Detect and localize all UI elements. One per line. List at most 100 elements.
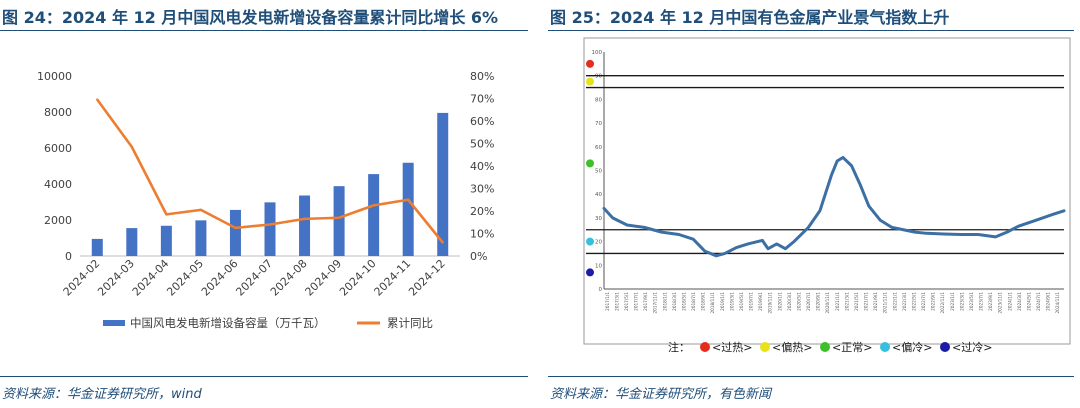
legend-swatch (820, 342, 830, 352)
legend-label: <偏热> (772, 340, 812, 354)
y-tick-label: 80 (595, 97, 602, 103)
bar (126, 228, 138, 256)
y-tick-label: 30 (595, 216, 602, 222)
x-tick-label: 2021/11/1 (883, 292, 888, 314)
prosperity-index-chart: 0 10 20 30 40 50 60 70 80 90 100 2017/1/1 2017/3/1 20… (583, 37, 1071, 354)
x-tick-label: 2021/9/1 (873, 292, 878, 311)
y-left-tick-label: 0 (65, 250, 72, 263)
legend-swatch (700, 342, 710, 352)
x-tick-label: 2024/3/1 (1017, 292, 1022, 311)
x-tick-label: 2023/9/1 (988, 292, 993, 311)
x-tick-label: 2021/3/1 (844, 292, 849, 311)
legend-label: <过热> (712, 341, 752, 354)
title-rule (548, 30, 1074, 31)
zone-indicator-dot (586, 59, 594, 68)
legend-swatch (760, 342, 770, 352)
zone-indicator-dot (586, 268, 594, 277)
bar (91, 238, 103, 256)
source-note: 资料来源：华金证券研究所，有色新闻 (550, 387, 772, 402)
y-right-tick-label: 60% (470, 115, 494, 128)
y-right-tick-label: 80% (470, 70, 494, 83)
x-tick-label: 2021/7/1 (864, 292, 869, 311)
figure-title: 图 24：2024 年 12 月中国风电发电新增设备容量累计同比增长 6% (2, 8, 499, 27)
x-tick-label: 2019/5/1 (739, 292, 744, 311)
y-right-tick-label: 0% (470, 250, 487, 263)
yoy-point (441, 241, 444, 244)
x-tick-label: 2024/9/1 (1046, 292, 1051, 311)
figure-title: 图 25：2024 年 12 月中国有色金属产业景气指数上升 (550, 8, 950, 27)
index-line (602, 155, 1066, 258)
x-tick-label: 2024-07 (233, 257, 275, 299)
x-tick-label: 2018/3/1 (672, 292, 677, 311)
x-tick-label: 2023/11/1 (998, 292, 1003, 314)
zone-indicator-dot (586, 77, 594, 86)
yoy-point (234, 226, 237, 230)
bar (333, 186, 345, 256)
y-right-tick-label: 50% (470, 138, 494, 151)
legend-label: <过冷> (952, 341, 992, 354)
x-tick-label: 2019/11/1 (768, 292, 773, 314)
bar (437, 112, 449, 257)
y-tick-label: 40 (595, 192, 602, 198)
x-tick-label: 2020/7/1 (806, 292, 811, 311)
legend-line-label: 累计同比 (387, 316, 433, 330)
x-tick-label: 2024-06 (199, 257, 241, 299)
y-tick-label: 60 (595, 145, 602, 151)
x-tick-label: 2024-12 (406, 257, 448, 299)
x-tick-label: 2019/1/1 (720, 292, 725, 311)
x-tick-label: 2022/5/1 (911, 292, 916, 311)
x-tick-label: 2022/1/1 (892, 292, 897, 311)
x-tick-label: 2021/5/1 (854, 292, 859, 311)
x-tick-label: 2018/5/1 (681, 292, 686, 311)
y-left-tick-label: 10000 (37, 70, 72, 83)
x-tick-label: 2017/1/1 (605, 292, 610, 311)
x-tick-label: 2020/9/1 (816, 292, 821, 311)
yoy-point (303, 217, 306, 221)
bar (195, 220, 207, 256)
x-tick-label: 2017/11/1 (653, 292, 658, 314)
y-tick-label: 100 (592, 50, 603, 56)
x-tick-label: 2022/3/1 (902, 292, 907, 311)
x-tick-label: 2024-10 (337, 257, 379, 299)
x-tick-label: 2017/9/1 (643, 292, 648, 311)
x-tick-label: 2023/3/1 (959, 292, 964, 311)
x-tick-label: 2024/1/1 (1007, 292, 1012, 311)
x-tick-label: 2022/11/1 (940, 292, 945, 314)
x-tick-label: 2024-04 (130, 257, 172, 299)
y-left-tick-label: 4000 (44, 178, 72, 191)
x-tick-label: 2017/7/1 (634, 292, 639, 311)
y-right-tick-label: 30% (470, 183, 494, 196)
x-tick-label: 2019/9/1 (758, 292, 763, 311)
legend-label: <偏冷> (892, 340, 932, 354)
y-right-tick-label: 70% (470, 93, 494, 106)
x-tick-label: 2024/7/1 (1036, 292, 1041, 311)
x-tick-label: 2024-02 (61, 257, 103, 299)
x-tick-label: 2017/5/1 (624, 292, 629, 311)
legend-note-label: 注： (668, 340, 690, 354)
x-tick-label: 2024/11/1 (1055, 292, 1060, 314)
x-tick-label: 2020/5/1 (796, 292, 801, 311)
x-tick-label: 2024-08 (268, 257, 310, 299)
y-left-tick-label: 6000 (44, 142, 72, 155)
wind-capacity-chart: 0 2000 4000 6000 8000 10000 0% 10% 20% 30% 40% 50% 6… (37, 70, 494, 330)
x-tick-label: 2018/7/1 (691, 292, 696, 311)
x-tick-label: 2024-09 (303, 257, 345, 299)
x-tick-label: 2017/3/1 (614, 292, 619, 311)
zone-indicator-dot (586, 237, 594, 246)
bar (160, 225, 172, 256)
legend-bar-swatch (103, 320, 125, 326)
x-tick-label: 2022/7/1 (921, 292, 926, 311)
source-rule (548, 376, 1074, 377)
y-tick-label: 0 (599, 287, 603, 293)
legend-swatch (940, 342, 950, 352)
bar (402, 162, 414, 256)
y-tick-label: 90 (595, 74, 602, 80)
x-tick-label: 2018/1/1 (662, 292, 667, 311)
yoy-point (199, 208, 203, 212)
yoy-point (406, 198, 410, 201)
x-tick-label: 2018/9/1 (701, 292, 706, 311)
bar (368, 174, 380, 256)
x-tick-label: 2023/7/1 (979, 292, 984, 311)
x-tick-label: 2024-05 (164, 257, 206, 299)
